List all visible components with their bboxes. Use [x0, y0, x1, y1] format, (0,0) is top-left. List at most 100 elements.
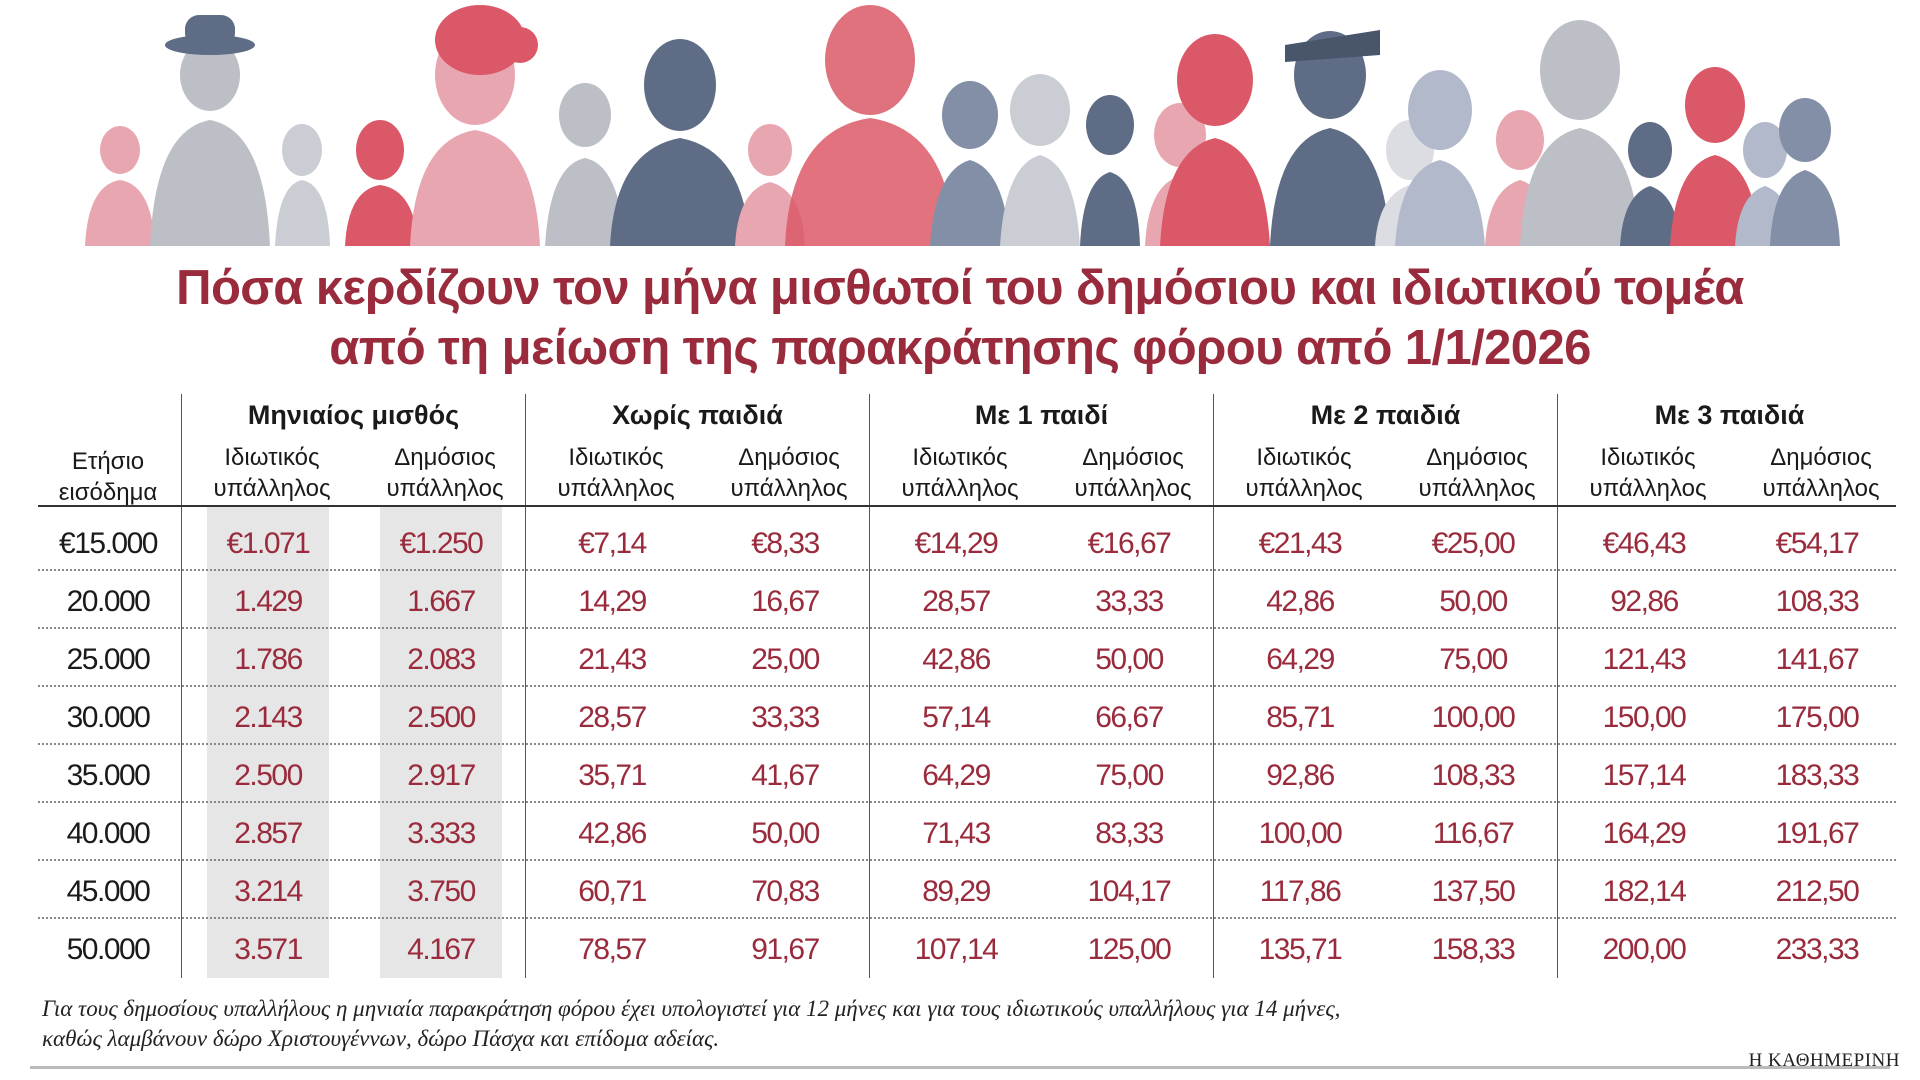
value-cell: 28,57: [578, 701, 647, 734]
value-cell: €21,43: [1258, 527, 1343, 560]
value-cell: 42,86: [1266, 585, 1335, 618]
footnote: Για τους δημοσίους υπαλλήλους η μηνιαία …: [42, 994, 1882, 1054]
publisher-logo: Η ΚΑΘΗΜΕΡΙΝΗ: [1748, 1050, 1900, 1071]
value-cell: €25,00: [1431, 527, 1516, 560]
public-employee-header: Δημόσιος υπάλληλος: [386, 444, 504, 502]
salary-column-shade: [380, 507, 502, 978]
value-cell: 107,14: [914, 933, 999, 966]
value-cell: 2.083: [407, 643, 476, 676]
private-employee-header: Ιδιωτικός υπάλληλος: [1245, 444, 1363, 502]
value-cell: 233,33: [1775, 933, 1860, 966]
group-header-one-child: Με 1 παιδί: [974, 400, 1109, 430]
group-header-monthly-salary: Μηνιαίος μισθός: [247, 400, 460, 430]
row-divider: [38, 801, 1896, 803]
value-cell: 2.143: [234, 701, 303, 734]
footnote-line-2: καθώς λαμβάνουν δώρο Χριστουγέννων, δώρο…: [42, 1026, 720, 1051]
value-cell: 2.857: [234, 817, 303, 850]
workers-illustration: [80, 0, 1840, 246]
value-cell: 50,00: [1439, 585, 1508, 618]
income-cell: 45.000: [66, 875, 151, 908]
value-cell: 92,86: [1610, 585, 1679, 618]
value-cell: 42,86: [922, 643, 991, 676]
value-cell: 75,00: [1439, 643, 1508, 676]
footnote-line-1: Για τους δημοσίους υπαλλήλους η μηνιαία …: [42, 996, 1341, 1021]
bottom-rule: [30, 1066, 1890, 1069]
income-header: Ετήσιο εισόδημα: [58, 448, 158, 506]
value-cell: 28,57: [922, 585, 991, 618]
table-row: 40.000 2.857 3.333 42,86 50,00 71,43 83,…: [38, 803, 1896, 861]
value-cell: 125,00: [1087, 933, 1172, 966]
value-cell: 92,86: [1266, 759, 1335, 792]
value-cell: 16,67: [751, 585, 820, 618]
value-cell: 200,00: [1602, 933, 1687, 966]
value-cell: 135,71: [1258, 933, 1343, 966]
value-cell: 64,29: [1266, 643, 1335, 676]
value-cell: €1.071: [226, 527, 311, 560]
value-cell: 182,14: [1602, 875, 1687, 908]
private-employee-header: Ιδιωτικός υπάλληλος: [557, 444, 675, 502]
value-cell: €54,17: [1775, 527, 1860, 560]
value-cell: €7,14: [578, 527, 647, 560]
value-cell: 41,67: [751, 759, 820, 792]
value-cell: 3.214: [234, 875, 303, 908]
value-cell: 158,33: [1431, 933, 1516, 966]
private-employee-header: Ιδιωτικός υπάλληλος: [1589, 444, 1707, 502]
value-cell: 57,14: [922, 701, 991, 734]
value-cell: 35,71: [578, 759, 647, 792]
value-cell: 33,33: [751, 701, 820, 734]
page-title: Πόσα κερδίζουν τον μήνα μισθωτοί του δημ…: [0, 258, 1920, 378]
table-row: 45.000 3.214 3.750 60,71 70,83 89,29 104…: [38, 861, 1896, 919]
value-cell: 75,00: [1095, 759, 1164, 792]
value-cell: 1.667: [407, 585, 476, 618]
value-cell: €1.250: [399, 527, 484, 560]
value-cell: 137,50: [1431, 875, 1516, 908]
value-cell: 3.571: [234, 933, 303, 966]
value-cell: 85,71: [1266, 701, 1335, 734]
value-cell: 70,83: [751, 875, 820, 908]
value-cell: 2.500: [234, 759, 303, 792]
value-cell: 191,67: [1775, 817, 1860, 850]
row-divider: [38, 569, 1896, 571]
value-cell: 21,43: [578, 643, 647, 676]
value-cell: 89,29: [922, 875, 991, 908]
value-cell: 108,33: [1775, 585, 1860, 618]
value-cell: 33,33: [1095, 585, 1164, 618]
income-cell: 50.000: [66, 933, 151, 966]
value-cell: 50,00: [1095, 643, 1164, 676]
value-cell: 4.167: [407, 933, 476, 966]
header-rule: [38, 505, 1896, 507]
value-cell: 2.500: [407, 701, 476, 734]
value-cell: 3.333: [407, 817, 476, 850]
income-cell: 25.000: [66, 643, 151, 676]
table-row: €15.000 €1.071 €1.250 €7,14 €8,33 €14,29…: [38, 513, 1896, 571]
value-cell: 25,00: [751, 643, 820, 676]
value-cell: 116,67: [1432, 817, 1515, 850]
income-cell: 35.000: [66, 759, 151, 792]
public-employee-header: Δημόσιος υπάλληλος: [730, 444, 848, 502]
value-cell: €46,43: [1602, 527, 1687, 560]
table-row: 25.000 1.786 2.083 21,43 25,00 42,86 50,…: [38, 629, 1896, 687]
value-cell: 175,00: [1775, 701, 1860, 734]
salary-column-shade: [207, 507, 329, 978]
title-line-2: από τη μείωση της παρακράτησης φόρου από…: [329, 321, 1591, 375]
value-cell: €16,67: [1087, 527, 1172, 560]
table-row: 50.000 3.571 4.167 78,57 91,67 107,14 12…: [38, 919, 1896, 977]
value-cell: 42,86: [578, 817, 647, 850]
value-cell: 66,67: [1095, 701, 1164, 734]
income-cell: 40.000: [66, 817, 151, 850]
value-cell: 100,00: [1431, 701, 1516, 734]
value-cell: €14,29: [914, 527, 999, 560]
value-cell: €8,33: [751, 527, 820, 560]
value-cell: 60,71: [578, 875, 647, 908]
worker-figure-icon: [85, 126, 155, 246]
value-cell: 164,29: [1602, 817, 1687, 850]
public-employee-header: Δημόσιος υπάλληλος: [1074, 444, 1192, 502]
income-cell: 30.000: [66, 701, 151, 734]
income-cell: 20.000: [66, 585, 151, 618]
value-cell: 1.786: [234, 643, 303, 676]
value-cell: 141,67: [1775, 643, 1860, 676]
value-cell: 183,33: [1775, 759, 1860, 792]
value-cell: 157,14: [1602, 759, 1687, 792]
group-header-no-children: Χωρίς παιδιά: [612, 400, 783, 430]
table-row: 30.000 2.143 2.500 28,57 33,33 57,14 66,…: [38, 687, 1896, 745]
